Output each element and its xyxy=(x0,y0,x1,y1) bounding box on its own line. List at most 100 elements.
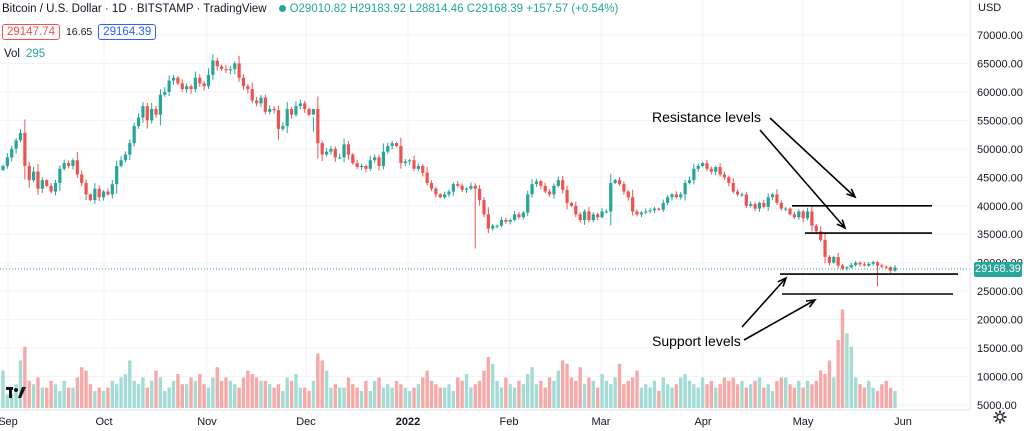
volume-bar xyxy=(316,353,320,408)
volume-bar xyxy=(268,384,272,408)
volume-bar xyxy=(58,391,62,408)
volume-bar xyxy=(709,380,714,408)
volume-legend[interactable]: Vol 295 xyxy=(4,48,45,60)
arrow-line xyxy=(759,129,846,229)
candle-body xyxy=(639,212,643,215)
time-tick-label: Apr xyxy=(694,416,711,428)
candle-body xyxy=(792,214,797,218)
candle-body xyxy=(451,184,455,192)
candle-body xyxy=(569,202,574,206)
candle-body xyxy=(613,180,617,183)
candle-body xyxy=(447,191,451,195)
volume-bar xyxy=(263,380,268,408)
volume-bar xyxy=(180,384,184,408)
volume-bar xyxy=(700,377,705,408)
candle-body xyxy=(517,214,521,218)
symbol-title[interactable]: Bitcoin / U.S. Dollar · 1D · BITSTAMP · … xyxy=(2,3,267,15)
volume-bar xyxy=(311,380,316,408)
candle-body xyxy=(696,165,700,169)
candle-body xyxy=(884,266,888,268)
candle-body xyxy=(189,86,193,90)
volume-bar xyxy=(731,377,735,408)
buy-button[interactable]: 29164.39 xyxy=(98,24,157,40)
volume-bar xyxy=(53,384,58,408)
arrow-line xyxy=(741,277,787,328)
candle-body xyxy=(18,132,23,141)
volume-bar xyxy=(517,380,521,408)
candle-body xyxy=(58,168,62,183)
candle-body xyxy=(53,183,58,192)
candle-body xyxy=(574,205,578,215)
candle-body xyxy=(757,202,762,209)
settings-gear-icon[interactable] xyxy=(993,410,1007,424)
volume-bar xyxy=(797,380,801,408)
volume-bar xyxy=(657,391,661,408)
volume-bar xyxy=(534,384,539,408)
volume-bar xyxy=(364,380,368,408)
candle-body xyxy=(386,146,390,152)
arrow-head xyxy=(777,276,788,287)
volume-bar xyxy=(718,384,722,408)
currency-label[interactable]: USD xyxy=(978,2,1002,14)
candle-body xyxy=(827,257,832,263)
volume-bar xyxy=(429,380,434,408)
volume-bar xyxy=(390,387,394,408)
volume-bar xyxy=(412,387,416,408)
volume-bar xyxy=(757,377,762,408)
candle-body xyxy=(753,204,757,209)
candle-body xyxy=(255,100,259,104)
candle-body xyxy=(110,184,114,195)
volume-bar xyxy=(722,377,727,408)
candle-body xyxy=(66,163,71,166)
candle-body xyxy=(259,97,263,104)
volume-bar xyxy=(167,387,171,408)
candle-body xyxy=(823,239,827,257)
volume-bar xyxy=(805,380,810,408)
price-axis: 70000.00 65000.00 60000.00 55000.00 50000.00… xyxy=(977,30,1023,412)
chart-header: Bitcoin / U.S. Dollar · 1D · BITSTAMP · … xyxy=(0,0,618,18)
volume-bar xyxy=(456,377,460,408)
candle-body xyxy=(504,220,508,222)
candle-body xyxy=(23,132,27,166)
volume-bar xyxy=(495,380,499,408)
volume-bar xyxy=(289,380,294,408)
candle-body xyxy=(71,160,75,166)
volume-bar xyxy=(753,380,757,408)
volume-bar xyxy=(368,391,372,408)
volume-bar xyxy=(342,387,346,408)
candle-body xyxy=(770,194,775,198)
candle-body xyxy=(180,83,184,90)
candle-body xyxy=(211,60,215,75)
sell-button[interactable]: 29147.74 xyxy=(2,24,60,40)
volume-bar xyxy=(473,384,477,408)
level-lines xyxy=(780,204,958,295)
volume-bar xyxy=(36,377,40,408)
time-tick-label: Sep xyxy=(0,416,18,428)
candle-body xyxy=(145,106,149,121)
volume-bar xyxy=(727,380,731,408)
candle-body xyxy=(766,197,770,207)
candle-body xyxy=(657,208,661,210)
volume-bar xyxy=(622,384,626,408)
volume-bar xyxy=(560,360,565,408)
candle-body xyxy=(666,197,670,203)
tradingview-logo-icon[interactable] xyxy=(6,385,28,401)
volume-bar xyxy=(460,380,464,408)
candle-body xyxy=(193,77,197,90)
volume-bar xyxy=(10,394,14,408)
volume-bar xyxy=(75,377,80,408)
candle-body xyxy=(749,204,753,206)
time-tick-label: Mar xyxy=(592,416,611,428)
candle-body xyxy=(412,160,416,169)
ohlc-readout: O29010.82 H29183.92 L28814.46 C29168.39 … xyxy=(273,3,618,15)
candle-body xyxy=(185,86,189,90)
volume-bar xyxy=(141,377,145,408)
price-tick-label: 45000.00 xyxy=(977,172,1023,184)
volume-bar xyxy=(617,363,622,408)
price-tick-label: 5000.00 xyxy=(977,400,1017,412)
volume-bar xyxy=(714,387,718,408)
volume-bar xyxy=(93,391,97,408)
candle-body xyxy=(443,194,447,198)
volume-bar xyxy=(674,384,679,408)
